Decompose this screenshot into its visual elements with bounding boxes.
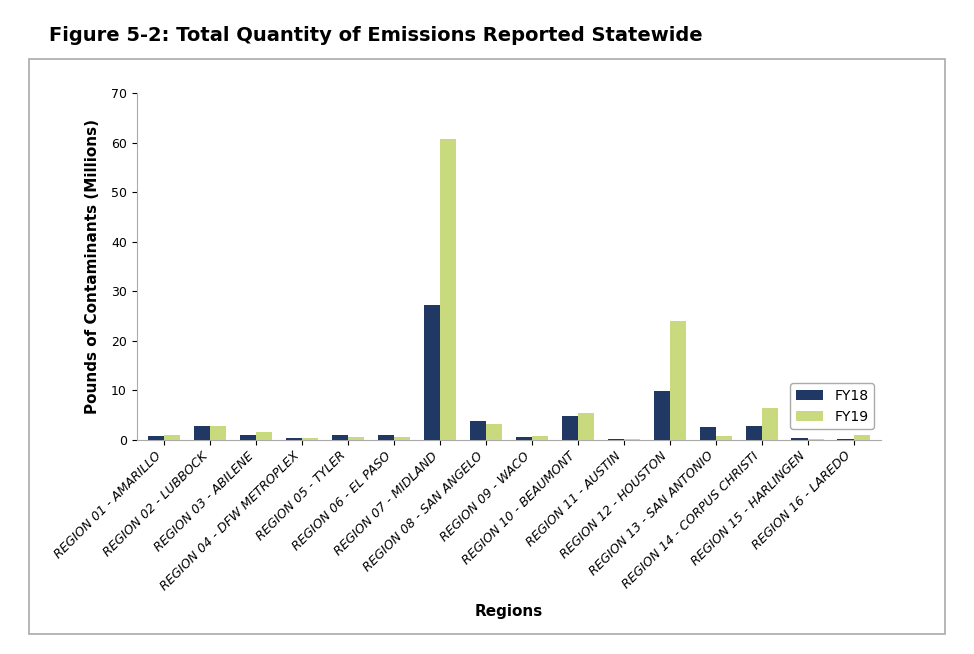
Bar <box>853 435 870 439</box>
Bar <box>654 391 670 439</box>
Bar <box>424 305 440 439</box>
Y-axis label: Pounds of Contaminants (Millions): Pounds of Contaminants (Millions) <box>85 119 100 414</box>
Bar <box>165 435 180 439</box>
Bar <box>699 427 716 439</box>
Bar <box>469 421 486 439</box>
Bar <box>792 438 807 439</box>
Bar <box>516 437 532 439</box>
Text: Figure 5-2: Total Quantity of Emissions Reported Statewide: Figure 5-2: Total Quantity of Emissions … <box>49 26 702 45</box>
Legend: FY18, FY19: FY18, FY19 <box>790 383 874 429</box>
Bar <box>332 435 348 439</box>
Bar <box>745 426 762 439</box>
Bar <box>194 426 210 439</box>
Bar <box>29 59 945 634</box>
Bar <box>256 432 273 439</box>
Bar <box>562 416 578 439</box>
Bar <box>762 408 777 439</box>
Bar <box>394 437 410 439</box>
Bar <box>716 436 731 439</box>
Bar <box>532 436 548 439</box>
Bar <box>241 435 256 439</box>
Bar <box>578 413 594 439</box>
X-axis label: Regions: Regions <box>474 604 543 619</box>
Bar <box>440 139 456 439</box>
Bar <box>302 438 318 439</box>
Bar <box>286 438 302 439</box>
Bar <box>148 436 165 439</box>
Bar <box>378 435 394 439</box>
Bar <box>348 437 364 439</box>
Bar <box>210 426 226 439</box>
Bar <box>486 424 502 439</box>
Bar <box>670 321 686 439</box>
